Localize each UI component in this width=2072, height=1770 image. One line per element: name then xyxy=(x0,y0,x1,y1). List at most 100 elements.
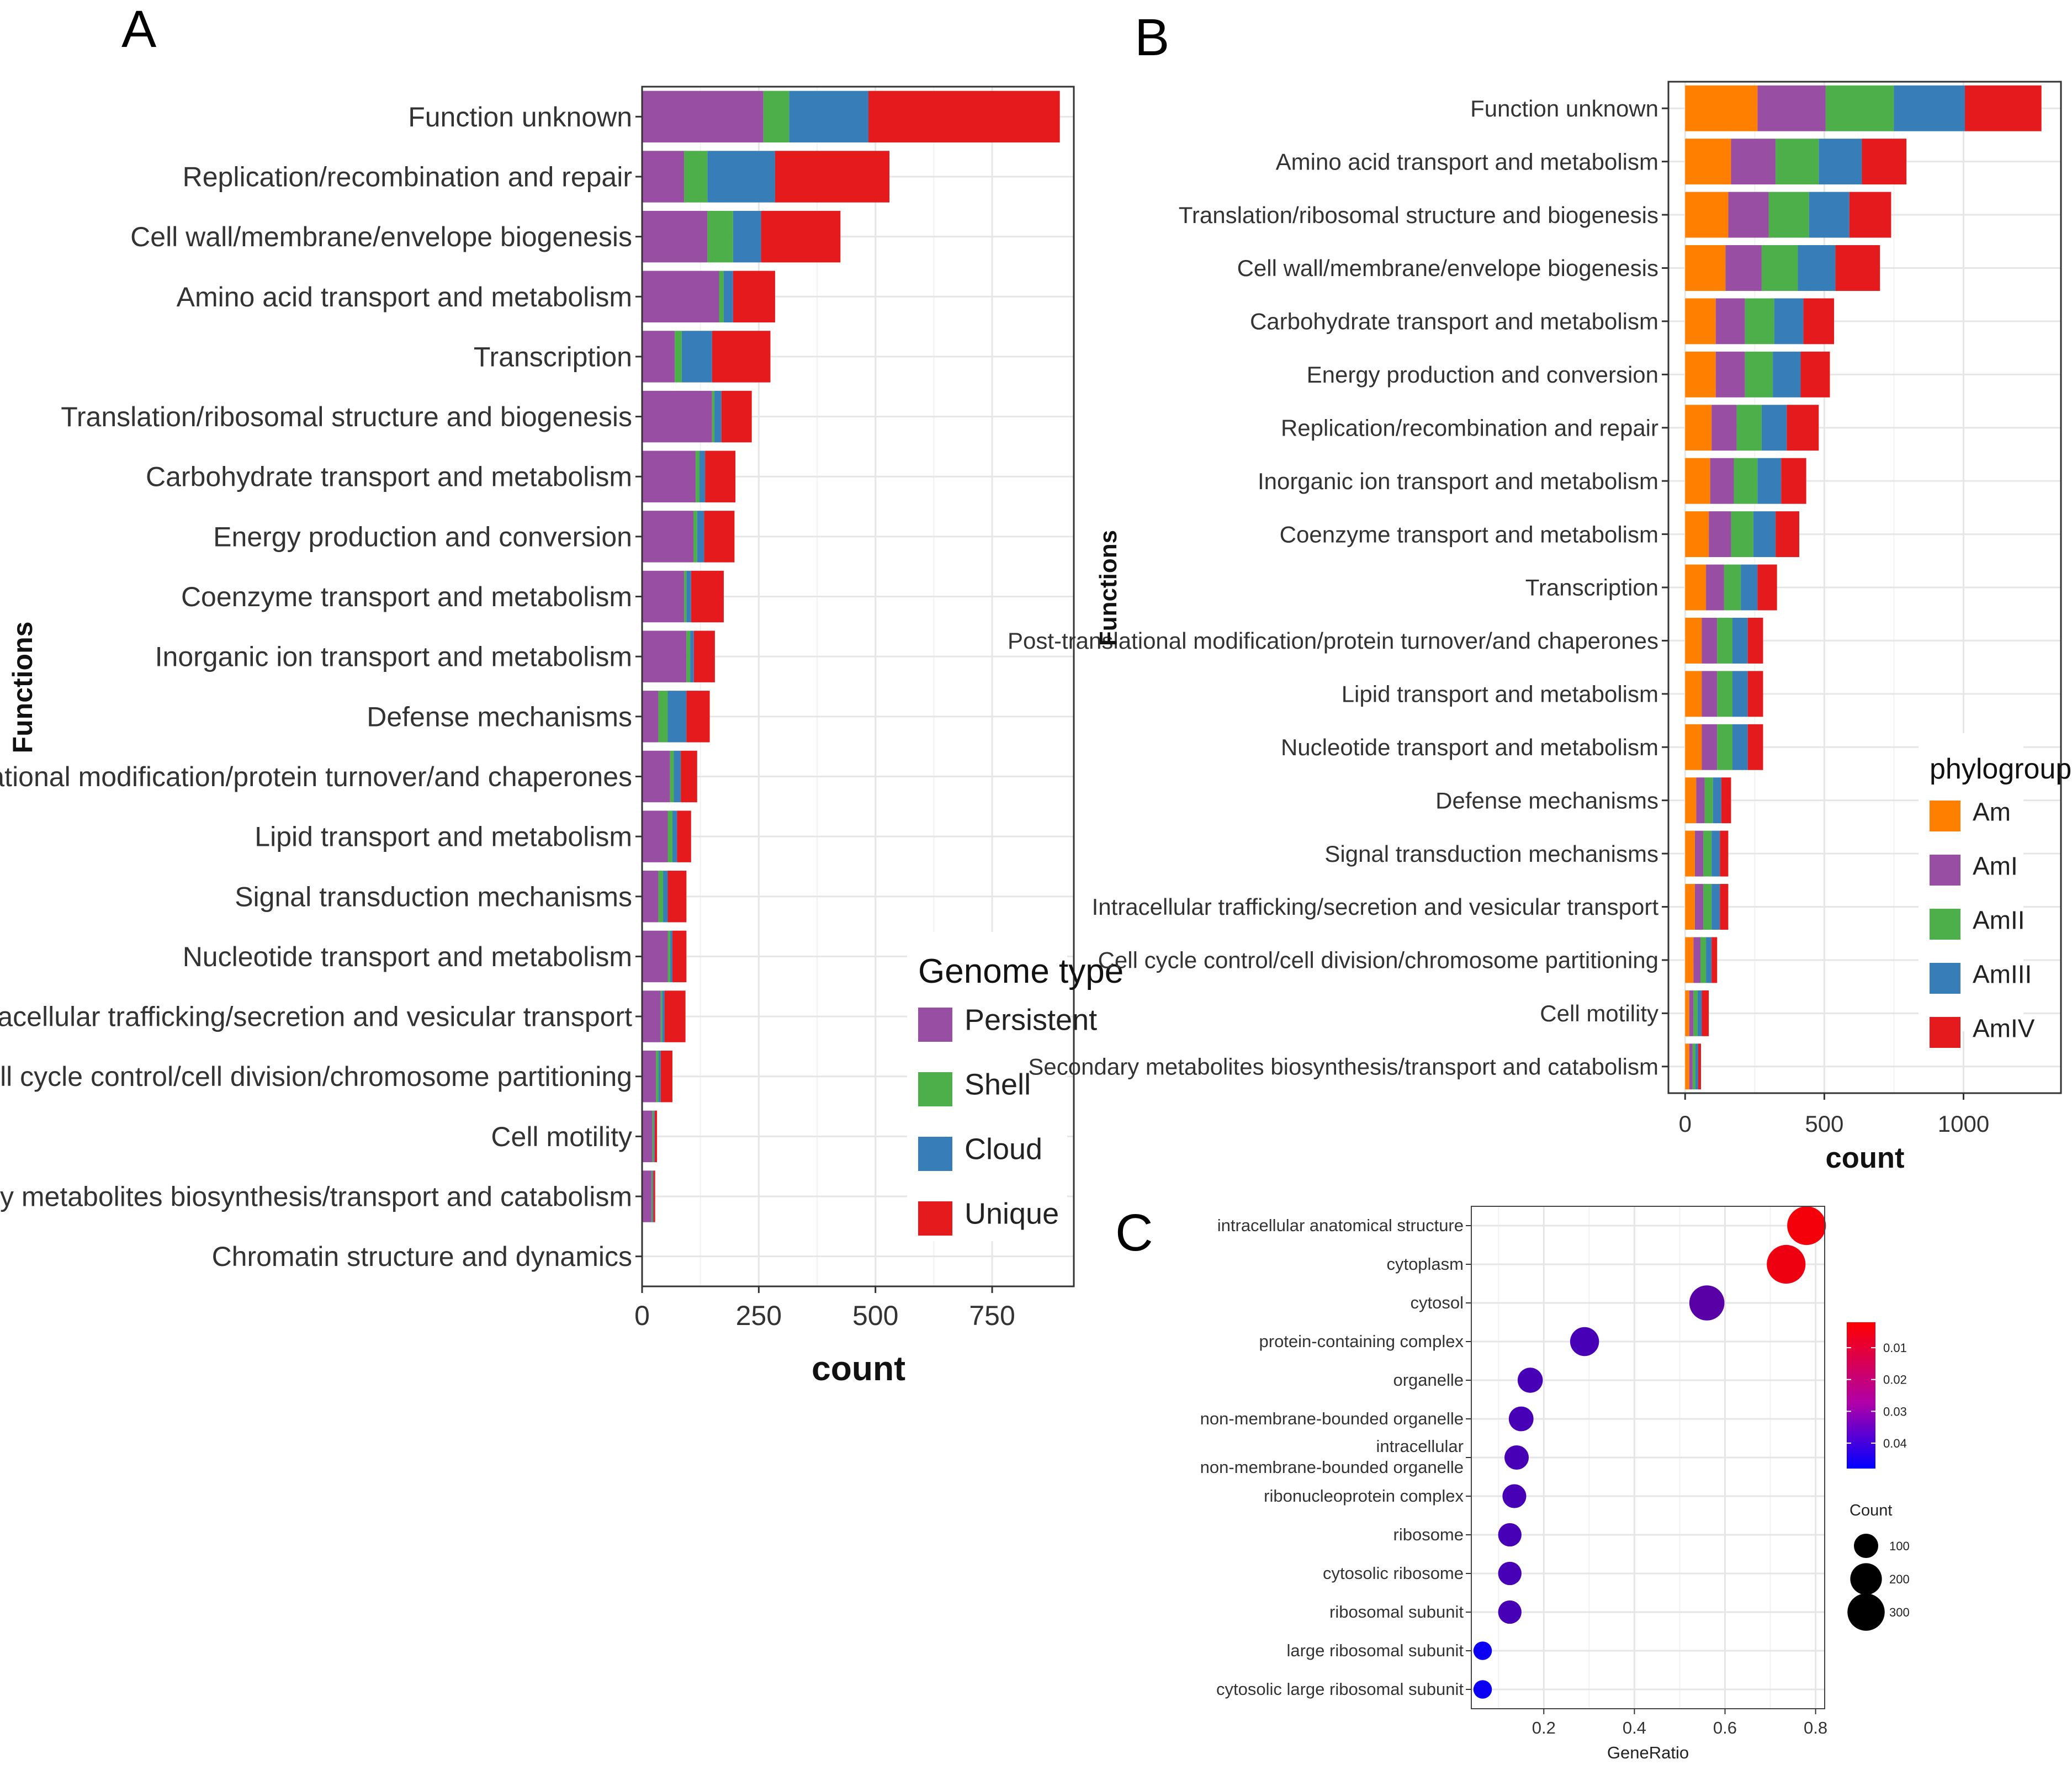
y-tick-label: large ribosomal subunit xyxy=(1286,1641,1464,1660)
bar-segment-am xyxy=(1685,671,1702,717)
bar-segment-shell xyxy=(656,1051,659,1103)
color-legend-label: 0.03 xyxy=(1883,1405,1907,1418)
bar-segment-am xyxy=(1685,245,1726,291)
bar-segment-am xyxy=(1685,564,1707,611)
bar-segment-shell xyxy=(686,630,691,682)
bar-segment-persistent xyxy=(642,91,764,143)
bar-segment-amii xyxy=(1776,139,1819,185)
bar-segment-am xyxy=(1685,937,1694,983)
bar-segment-amiv xyxy=(1698,1043,1701,1090)
x-tick-label: 0.2 xyxy=(1532,1718,1556,1737)
y-tick-label: Cell wall/membrane/envelope biogenesis xyxy=(130,221,632,252)
bar-segment-am xyxy=(1685,511,1709,558)
bar-segment-shell xyxy=(660,990,663,1042)
y-tick-label: Coenzyme transport and metabolism xyxy=(181,581,632,612)
bar-segment-unique xyxy=(721,390,752,443)
y-tick-label: Nucleotide transport and metabolism xyxy=(183,941,632,972)
bar-segment-unique xyxy=(868,91,1060,143)
y-tick-label: cytosolic large ribosomal subunit xyxy=(1216,1679,1464,1699)
bar-segment-amiii xyxy=(1753,511,1776,558)
y-tick-label: Carbohydrate transport and metabolism xyxy=(1250,309,1658,335)
chart-a-genome-type-bars: Function unknown Replication/recombinatio… xyxy=(0,86,1124,1388)
bar-segment-amii xyxy=(1734,458,1758,504)
bar-segment-amii xyxy=(1825,85,1894,131)
bar-segment-persistent xyxy=(642,990,661,1042)
bar-segment-persistent xyxy=(642,151,685,203)
dot-point xyxy=(1502,1484,1527,1508)
bar-segment-unique xyxy=(686,691,710,743)
bar-segment-unique xyxy=(667,871,687,923)
bar-segment-amiv xyxy=(1747,671,1763,717)
bar-segment-persistent xyxy=(642,451,696,502)
bar-segment-shell xyxy=(684,151,708,203)
bar-segment-amiv xyxy=(1803,298,1835,345)
y-tick-label: cytoplasm xyxy=(1386,1254,1464,1274)
y-tick-label: ribosomal subunit xyxy=(1329,1602,1464,1621)
bar-segment-am xyxy=(1685,192,1729,238)
bar-segment-amiv xyxy=(1747,617,1763,664)
bar-segment-am xyxy=(1685,990,1689,1036)
bar-segment-unique xyxy=(705,451,736,502)
bar-segment-cloud xyxy=(663,871,668,923)
bar-segment-cloud xyxy=(681,331,712,383)
y-tick-label: Chromatin structure and dynamics xyxy=(212,1241,632,1272)
bar-segment-cloud xyxy=(667,691,687,743)
y-tick-label: organelle xyxy=(1393,1370,1464,1390)
legend-title: Genome type xyxy=(918,952,1124,990)
bar-segment-unique xyxy=(733,271,775,322)
bar-segment-amiii xyxy=(1798,245,1836,291)
bar-segment-shell xyxy=(658,691,668,743)
bar-segment-am xyxy=(1685,777,1697,824)
bar-segment-persistent xyxy=(642,750,670,803)
bar-segment-amiv xyxy=(1757,564,1777,611)
bar-segment-shell xyxy=(684,570,687,623)
bar-segment-cloud xyxy=(697,511,704,563)
legend-label: Persistent xyxy=(965,1003,1097,1036)
bar-segment-persistent xyxy=(642,1170,651,1222)
bar-segment-ami xyxy=(1694,884,1704,930)
bar-segment-persistent xyxy=(642,810,668,862)
y-tick-label: Carbohydrate transport and metabolism xyxy=(146,462,632,492)
y-tick-label: intracellular anatomical structure xyxy=(1217,1216,1464,1235)
y-tick-label: Secondary metabolites biosynthesis/trans… xyxy=(1028,1053,1658,1079)
bar-segment-unique xyxy=(712,331,771,383)
bar-segment-cloud xyxy=(662,990,665,1042)
dot-point xyxy=(1787,1206,1826,1246)
legend-title: phylogroup xyxy=(1930,753,2071,785)
bar-segment-amii xyxy=(1703,830,1712,877)
bar-segment-ami xyxy=(1702,617,1718,664)
panel-a-label: A xyxy=(121,0,157,59)
bar-segment-persistent xyxy=(642,1051,656,1103)
bar-segment-amii xyxy=(1692,1043,1695,1090)
bar-segment-amii xyxy=(1700,937,1707,983)
bar-segment-amiii xyxy=(1761,405,1787,451)
bar-segment-amiv xyxy=(1781,458,1806,504)
panel-c-label: C xyxy=(1115,1204,1153,1262)
legend-key-ami xyxy=(1930,855,1960,886)
bar-segment-shell xyxy=(712,390,715,443)
x-tick-label: 1000 xyxy=(1938,1111,1989,1137)
y-tick-label: Replication/recombination and repair xyxy=(1281,415,1658,441)
bar-segment-am xyxy=(1685,139,1731,185)
y-tick-label: Translation/ribosomal structure and biog… xyxy=(1179,202,1658,228)
legend-label: Am xyxy=(1973,797,2011,826)
dot-point xyxy=(1504,1445,1529,1470)
bar-segment-ami xyxy=(1731,139,1776,185)
y-tick-label: protein-containing complex xyxy=(1259,1332,1464,1351)
size-legend-dot xyxy=(1847,1593,1885,1631)
bar-segment-shell xyxy=(675,331,682,383)
bar-segment-ami xyxy=(1715,351,1745,398)
y-tick-label: intracellular non-membrane-bounded organe… xyxy=(1200,1437,1464,1477)
bar-segment-amiv xyxy=(1711,937,1718,983)
size-legend-dot xyxy=(1850,1563,1882,1595)
bar-segment-amii xyxy=(1731,511,1753,558)
bar-segment-ami xyxy=(1702,724,1718,770)
dot-point xyxy=(1498,1600,1522,1624)
bar-segment-unique xyxy=(681,750,697,803)
bar-segment-shell xyxy=(670,750,674,803)
y-tick-label-line: non-membrane-bounded organelle xyxy=(1200,1458,1464,1477)
bar-segment-am xyxy=(1685,85,1758,131)
y-tick-label: Energy production and conversion xyxy=(213,521,632,552)
bar-segment-amiii xyxy=(1695,1043,1698,1090)
legend-label: AmI xyxy=(1973,851,2018,880)
